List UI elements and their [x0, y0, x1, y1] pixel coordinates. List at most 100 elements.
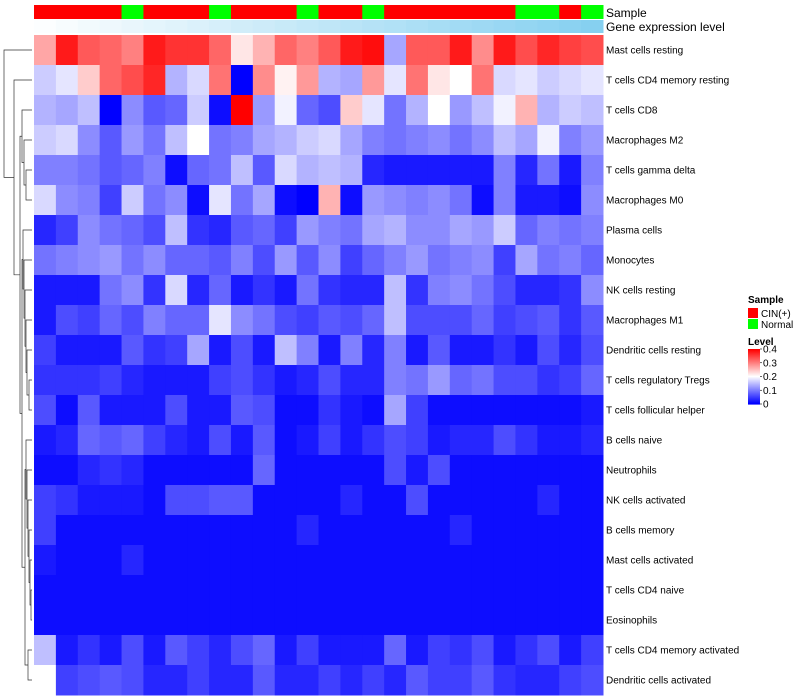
- heatmap-cell: [252, 125, 276, 156]
- dendrogram-branch: [25, 169, 32, 201]
- heatmap-cell: [515, 395, 538, 426]
- row-label: B cells memory: [606, 526, 674, 537]
- heatmap-cell: [55, 335, 79, 366]
- heatmap-cell: [471, 215, 495, 246]
- heatmap-cell: [99, 395, 123, 426]
- expression-annotation-cell: [34, 20, 57, 33]
- heatmap-cell: [406, 125, 429, 156]
- heatmap-cell: [34, 665, 57, 696]
- heatmap-cell: [143, 335, 166, 366]
- heatmap-cell: [209, 35, 232, 66]
- heatmap-cell: [340, 515, 363, 546]
- heatmap-cell: [581, 515, 604, 546]
- heatmap-cell: [493, 665, 516, 696]
- heatmap-cell: [515, 95, 538, 126]
- heatmap-cell: [230, 65, 254, 96]
- legend-gradient-step: [748, 387, 760, 389]
- sample-annotation-cell: [230, 5, 254, 19]
- heatmap-cell: [515, 365, 538, 396]
- heatmap-cell: [77, 245, 101, 276]
- heatmap-cell: [55, 185, 79, 216]
- heatmap-cell: [165, 485, 188, 516]
- heatmap-cell: [55, 605, 79, 636]
- heatmap-cell: [165, 275, 188, 306]
- heatmap-cell: [340, 155, 363, 186]
- heatmap-cell: [581, 305, 604, 336]
- legend-gradient-step: [748, 388, 760, 390]
- heatmap-cell: [99, 155, 123, 186]
- row-dendrogram: [3, 49, 32, 681]
- legend-swatch: [748, 308, 758, 318]
- heatmap-cell: [296, 125, 319, 156]
- heatmap-cell: [274, 215, 298, 246]
- row-labels: Mast cells resting T cells CD4 memory res…: [606, 46, 739, 687]
- heatmap-cell: [384, 35, 407, 66]
- sample-annotation-cell: [559, 5, 582, 19]
- legend-gradient-step: [748, 391, 760, 393]
- heatmap-cell: [77, 665, 101, 696]
- heatmap-cell: [252, 425, 276, 456]
- heatmap-cell: [209, 575, 232, 606]
- heatmap-cell: [165, 95, 188, 126]
- heatmap-cell: [55, 425, 79, 456]
- heatmap-cell: [384, 65, 407, 96]
- dendrogram-branch: [23, 139, 32, 186]
- heatmap-cell: [384, 365, 407, 396]
- heatmap-cell: [581, 125, 604, 156]
- heatmap-cell: [230, 185, 254, 216]
- heatmap-cell: [296, 665, 319, 696]
- heatmap-cell: [274, 545, 298, 576]
- heatmap-cell: [427, 515, 451, 546]
- sample-annotation-cell: [384, 5, 407, 19]
- heatmap-cell: [362, 125, 385, 156]
- heatmap-cell: [121, 395, 144, 426]
- heatmap-cell: [143, 35, 166, 66]
- heatmap-cell: [449, 125, 473, 156]
- legend-gradient-step: [748, 368, 760, 370]
- heatmap-cell: [252, 485, 276, 516]
- heatmap-cell: [537, 575, 560, 606]
- heatmap-cell: [34, 395, 57, 426]
- heatmap-cell: [318, 545, 341, 576]
- sample-annotation-cell: [143, 5, 166, 19]
- heatmap-cell: [77, 215, 101, 246]
- heatmap-cell: [318, 185, 341, 216]
- heatmap-cell: [493, 215, 516, 246]
- heatmap-cell: [121, 275, 144, 306]
- heatmap-cell: [209, 365, 232, 396]
- expression-annotation-cell: [252, 20, 276, 33]
- heatmap-cell: [340, 455, 363, 486]
- heatmap-cell: [318, 395, 341, 426]
- heatmap-cell: [296, 515, 319, 546]
- heatmap-cell: [362, 155, 385, 186]
- heatmap-cell: [362, 95, 385, 126]
- heatmap-cell: [581, 275, 604, 306]
- expression-annotation-cell: [55, 20, 79, 33]
- legend-gradient-step: [748, 402, 760, 404]
- heatmap-cell: [406, 545, 429, 576]
- heatmap-cell: [121, 365, 144, 396]
- heatmap-cell: [537, 185, 560, 216]
- heatmap-cell: [209, 185, 232, 216]
- expression-annotation-cell: [99, 20, 123, 33]
- legend-gradient-step: [748, 390, 760, 392]
- heatmap-cell: [559, 485, 582, 516]
- heatmap-cell: [77, 305, 101, 336]
- heatmap-cell: [537, 605, 560, 636]
- legend-label: Normal: [761, 320, 793, 331]
- row-label: T cells CD4 memory resting: [606, 76, 729, 87]
- heatmap-cell: [471, 335, 495, 366]
- heatmap-cell: [55, 515, 79, 546]
- heatmap-cell: [449, 305, 473, 336]
- heatmap-cells: [34, 35, 604, 696]
- heatmap-cell: [55, 665, 79, 696]
- expression-annotation-cell: [340, 20, 363, 33]
- heatmap-cell: [77, 275, 101, 306]
- legend-gradient-step: [748, 363, 760, 365]
- heatmap-cell: [515, 155, 538, 186]
- expression-annotation-cell: [427, 20, 451, 33]
- heatmap-cell: [471, 395, 495, 426]
- heatmap-cell: [187, 515, 210, 546]
